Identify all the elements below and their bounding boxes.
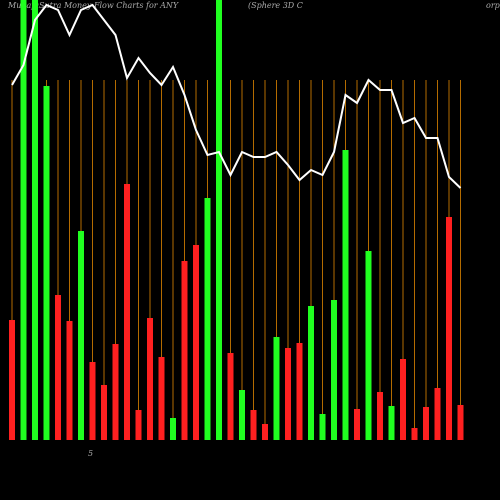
money-flow-line [11, 3, 462, 189]
bar [239, 390, 245, 440]
bar [89, 362, 96, 440]
bar [66, 321, 73, 440]
chart-subtitle: (Sphere 3D C [248, 1, 303, 10]
bar [319, 414, 326, 440]
bar [193, 245, 199, 440]
bar [181, 261, 188, 440]
bar [43, 86, 50, 440]
bar [411, 428, 418, 440]
bar [457, 405, 464, 440]
bar [446, 217, 452, 440]
bar [204, 198, 211, 440]
bar [434, 388, 441, 440]
bar [262, 424, 268, 440]
bar [273, 337, 280, 440]
bar [308, 306, 314, 440]
bar [400, 359, 406, 440]
axis-note: 5 [88, 449, 93, 458]
bar [147, 318, 153, 440]
bar [20, 0, 27, 440]
bar [170, 418, 176, 440]
chart-title-right: orp [486, 1, 500, 10]
bar [377, 392, 383, 440]
bar [423, 407, 429, 440]
bar [124, 184, 130, 440]
bar [32, 0, 38, 440]
bar [101, 385, 107, 440]
bar [296, 343, 303, 440]
bar [331, 300, 337, 440]
bar [158, 357, 165, 440]
bar [9, 320, 15, 440]
bar [388, 406, 395, 440]
bar [78, 231, 84, 440]
bar [216, 0, 222, 440]
bar [285, 348, 291, 440]
bar [365, 251, 372, 440]
bar [55, 295, 61, 440]
bar [250, 410, 257, 440]
bar [135, 410, 142, 440]
bar [112, 344, 119, 440]
bar [354, 409, 360, 440]
bar [342, 150, 349, 440]
bar [227, 353, 234, 440]
